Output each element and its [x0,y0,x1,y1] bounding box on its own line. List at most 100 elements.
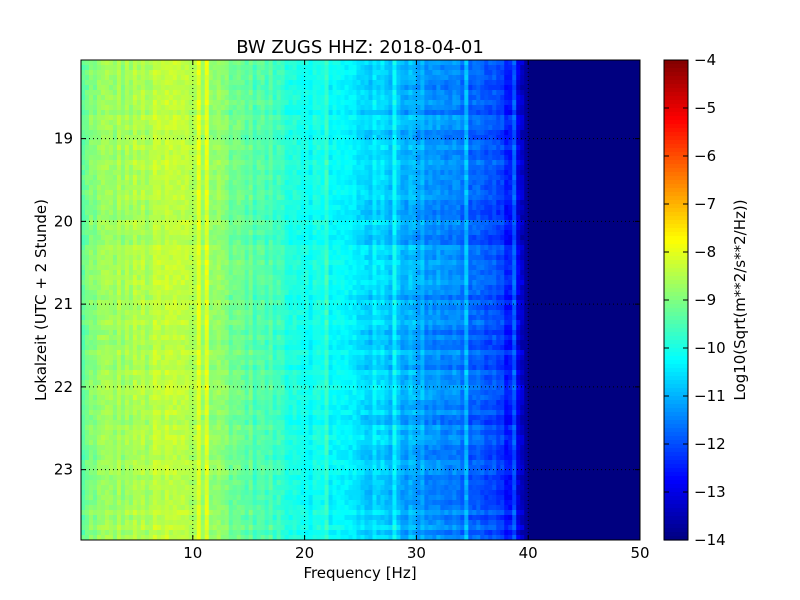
heatmap-cell [244,145,250,151]
heatmap-cell [520,150,525,156]
heatmap-cell [236,110,242,116]
heatmap-cell [124,150,130,156]
heatmap-cell [488,70,493,76]
heatmap-cell [120,195,126,201]
heatmap-cell [504,145,509,151]
heatmap-cell [528,135,533,141]
heatmap-cell [272,140,278,146]
heatmap-cell [468,175,473,181]
heatmap-cell [196,175,202,181]
heatmap-cell [324,120,330,126]
heatmap-cell [620,65,625,71]
heatmap-cell [88,120,94,126]
heatmap-cell [272,220,278,226]
heatmap-cell [116,135,122,141]
heatmap-cell [580,230,585,236]
heatmap-cell [136,210,142,216]
heatmap-cell [352,140,358,146]
heatmap-cell [452,150,457,156]
heatmap-cell [324,220,330,226]
heatmap-cell [368,230,374,236]
heatmap-cell [232,160,238,166]
heatmap-cell [552,225,557,231]
heatmap-cell [232,235,238,241]
heatmap-cell [548,155,553,161]
heatmap-cell [408,115,413,121]
heatmap-cell [440,165,445,171]
heatmap-cell [216,200,222,206]
heatmap-cell [108,100,114,106]
heatmap-cell [380,230,386,236]
heatmap-cell [220,150,226,156]
heatmap-cell [368,190,374,196]
heatmap-cell [408,65,413,71]
heatmap-cell [220,140,226,146]
heatmap-cell [564,200,569,206]
heatmap-cell [204,175,210,181]
heatmap-cell [612,175,617,181]
heatmap-cell [184,100,190,106]
heatmap-cell [552,215,557,221]
heatmap-cell [360,180,366,186]
heatmap-cell [320,160,326,166]
heatmap-cell [292,105,298,111]
heatmap-cell [200,150,206,156]
heatmap-cell [428,140,433,146]
heatmap-cell [148,75,154,81]
heatmap-cell [84,215,90,221]
heatmap-cell [568,140,573,146]
heatmap-cell [444,180,449,186]
heatmap-cell [404,180,410,186]
heatmap-cell [508,105,513,111]
heatmap-cell [536,165,541,171]
heatmap-cell [364,60,370,66]
heatmap-cell [368,180,374,186]
heatmap-cell [612,185,617,191]
heatmap-cell [260,185,266,191]
heatmap-cell [344,140,350,146]
heatmap-cell [180,215,186,221]
heatmap-cell [332,85,338,91]
heatmap-cell [484,180,489,186]
heatmap-cell [368,90,374,96]
heatmap-cell [92,90,98,96]
heatmap-cell [580,220,585,226]
heatmap-cell [288,230,294,236]
heatmap-cell [628,160,633,166]
heatmap-cell [192,200,198,206]
heatmap-cell [120,145,126,151]
heatmap-cell [340,190,346,196]
heatmap-cell [452,165,457,171]
heatmap-cell [376,210,382,216]
heatmap-cell [436,185,441,191]
heatmap-cell [440,85,445,91]
heatmap-cell [176,75,182,81]
heatmap-cell [340,65,346,71]
heatmap-cell [272,70,278,76]
heatmap-cell [352,70,358,76]
heatmap-cell [540,170,545,176]
heatmap-cell [512,210,517,216]
heatmap-cell [508,95,513,101]
heatmap-cell [232,185,238,191]
heatmap-cell [552,80,557,86]
heatmap-cell [568,160,573,166]
heatmap-cell [268,225,274,231]
heatmap-cell [120,120,126,126]
heatmap-cell [336,125,342,131]
heatmap-cell [608,210,613,216]
heatmap-cell [228,225,234,231]
heatmap-cell [584,215,589,221]
heatmap-cell [544,135,549,141]
heatmap-cell [636,210,640,216]
heatmap-cell [572,210,577,216]
heatmap-cell [136,160,142,166]
heatmap-cell [224,85,230,91]
heatmap-cell [124,135,130,141]
heatmap-cell [408,230,413,236]
heatmap-cell [188,225,194,231]
heatmap-cell [368,185,374,191]
heatmap-cell [516,135,521,141]
heatmap-cell [188,175,194,181]
heatmap-cell [460,110,465,116]
